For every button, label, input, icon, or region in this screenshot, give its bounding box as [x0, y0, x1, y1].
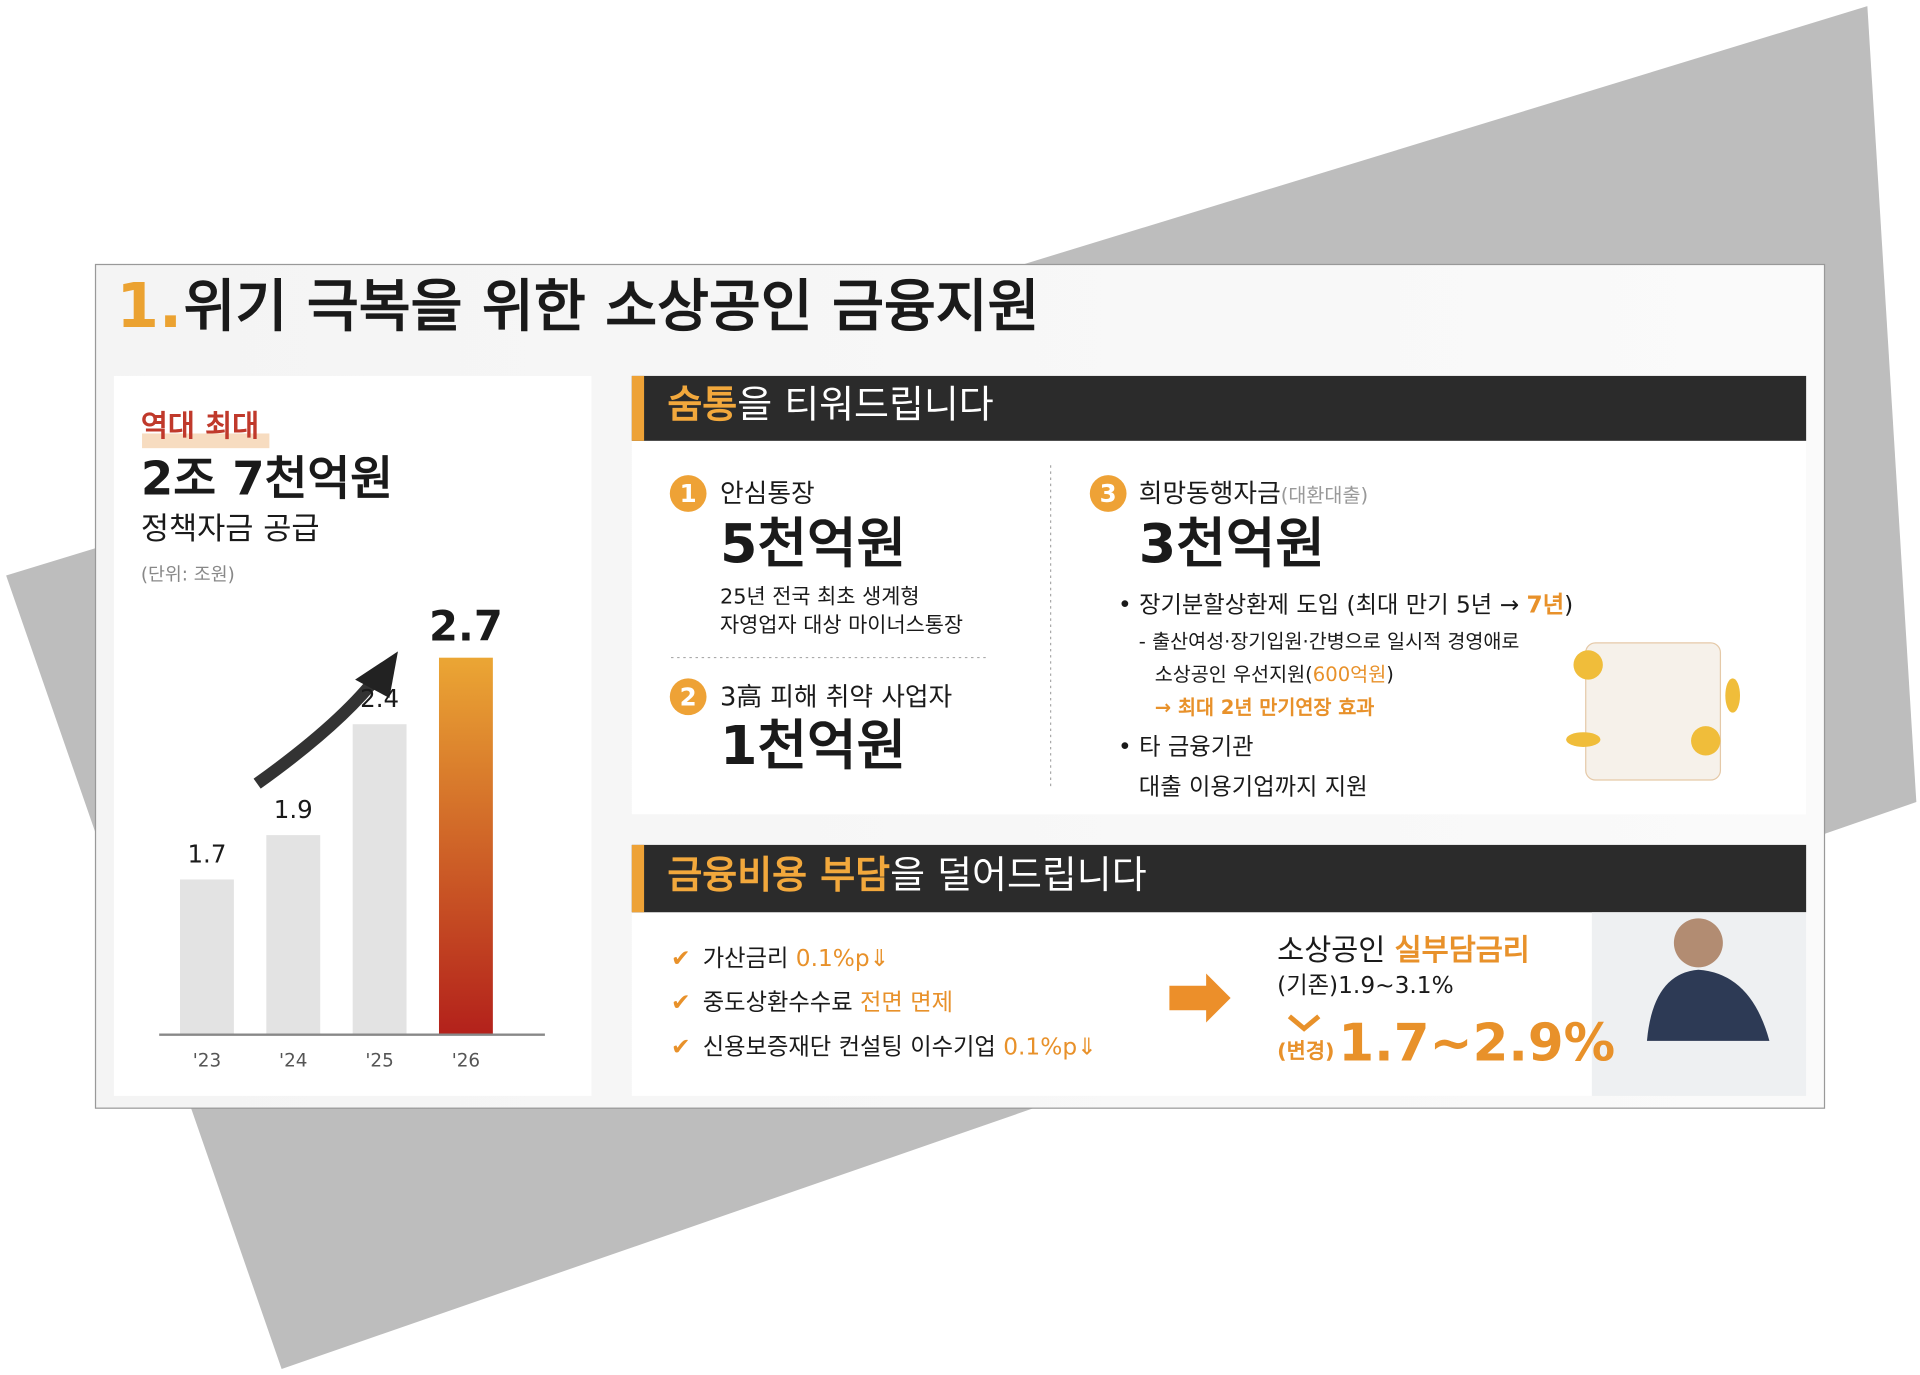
total: 2조 7천억원	[140, 451, 394, 506]
title-highlight: 숨통	[667, 383, 738, 428]
bar	[352, 724, 407, 1035]
x-tick-label: '26	[452, 1051, 480, 1072]
check-text: 가산금리	[702, 945, 796, 973]
bar	[180, 879, 234, 1035]
check-highlight: 전면 면제	[860, 989, 954, 1017]
bullet-text: 타 금융기관	[1139, 733, 1254, 761]
coin	[1573, 650, 1603, 680]
title-bar	[631, 844, 1807, 913]
rate-text: 소상공인	[1277, 933, 1395, 968]
sub-highlight: 600억원	[1312, 662, 1387, 686]
title-highlight: 금융비용 부담	[667, 853, 891, 898]
bar	[438, 657, 493, 1035]
item-label: 안심통장	[720, 478, 815, 509]
bar	[266, 835, 321, 1035]
rate-title: 소상공인 실부담금리	[1277, 933, 1530, 968]
sub-line: → 최대 2년 만기연장 효과	[1154, 695, 1375, 719]
number-badge: 3	[1089, 475, 1127, 512]
bullet-text: 장기분할상환제 도입 (최대 만기 5년 →	[1139, 591, 1520, 619]
item-amount: 5천억원	[720, 513, 907, 576]
item-label: 희망동행자금(대환대출)	[1139, 479, 1368, 509]
check-icon: ✔	[671, 989, 691, 1017]
photo-body	[1646, 969, 1770, 1041]
x-tick-label: '25	[365, 1051, 393, 1072]
rate-highlight: 실부담금리	[1394, 933, 1530, 968]
check-highlight: 0.1%p⇓	[1003, 1033, 1097, 1061]
number-badge: 2	[669, 678, 707, 716]
section-title: 숨통을 티워드립니다	[667, 383, 994, 428]
badge: 역대 최대	[140, 408, 260, 444]
x-tick-label: '23	[193, 1051, 221, 1072]
value-label: 2.7	[429, 602, 503, 651]
label-note: (대환대출)	[1280, 483, 1369, 507]
bullet-highlight: 7년	[1526, 591, 1565, 619]
item-desc: 25년 전국 최초 생계형	[720, 585, 920, 610]
value-label: 1.7	[187, 839, 226, 868]
sub-line: 소상공인 우선지원(600억원)	[1154, 662, 1394, 687]
check-icon: ✔	[671, 1033, 691, 1061]
bullet-text: 대출 이용기업까지 지원	[1138, 773, 1368, 801]
trend-arrowhead	[355, 651, 398, 698]
chevron	[1287, 1014, 1321, 1032]
coin	[1725, 678, 1741, 713]
x-tick-label: '24	[279, 1051, 307, 1072]
value-label: 1.9	[274, 795, 313, 824]
title-bar	[631, 375, 1807, 441]
section-title: 금융비용 부담을 덜어드립니다	[667, 853, 1147, 899]
item-amount: 1천억원	[720, 715, 907, 778]
bullet: • 장기분할상환제 도입 (최대 만기 5년 → 7년)	[1117, 591, 1574, 619]
rate-before: (기존)1.9~3.1%	[1277, 972, 1454, 1000]
check-highlight: 0.1%p⇓	[795, 945, 890, 973]
sub-text: 소상공인 우선지원(	[1154, 662, 1313, 686]
check-item: ✔ 중도상환수수료 전면 면제	[671, 989, 954, 1018]
title-stripe	[631, 375, 645, 441]
coin	[1691, 726, 1721, 756]
coin	[1566, 732, 1601, 747]
item-amount: 3천억원	[1138, 513, 1325, 576]
badge-underline	[142, 433, 270, 449]
bullet-end: )	[1564, 591, 1574, 619]
bullet: • 타 금융기관	[1117, 733, 1254, 761]
label: 희망동행자금	[1138, 478, 1281, 509]
unit: (단위: 조원)	[140, 563, 235, 586]
number-badge: 1	[669, 475, 707, 512]
title-stripe	[631, 844, 645, 913]
sub-line: - 출산여성·장기입원·간병으로 일시적 경영애로	[1138, 629, 1520, 653]
item-desc: 자영업자 대상 마이너스통장	[720, 613, 964, 638]
title-text: 을 티워드립니다	[737, 383, 994, 428]
check-item: ✔ 신용보증재단 컨설팅 이수기업 0.1%p⇓	[671, 1033, 1097, 1062]
bar-chart: 1.7 '23 1.9 '24 2.4 '25 2.7 '26	[159, 602, 545, 1072]
rate-after: 1.7~2.9%	[1338, 1012, 1616, 1073]
check-icon: ✔	[671, 945, 691, 973]
item-label: 3高 피해 취약 사업자	[720, 682, 953, 712]
section-number: 1.	[116, 270, 183, 342]
page-title: 위기 극복을 위한 소상공인 금융지원	[183, 273, 1040, 340]
photo-head	[1673, 918, 1723, 968]
sub-end: )	[1386, 662, 1394, 686]
rate-change-label: (변경)	[1277, 1039, 1335, 1065]
value-label: 2.4	[360, 684, 399, 713]
check-text: 신용보증재단 컨설팅 이수기업	[702, 1033, 1004, 1061]
icon-doc	[1585, 642, 1722, 781]
subtitle: 정책자금 공급	[140, 510, 320, 547]
check-item: ✔ 가산금리 0.1%p⇓	[671, 945, 890, 974]
title-text: 을 덜어드립니다	[890, 853, 1147, 898]
check-text: 중도상환수수료	[702, 989, 861, 1017]
